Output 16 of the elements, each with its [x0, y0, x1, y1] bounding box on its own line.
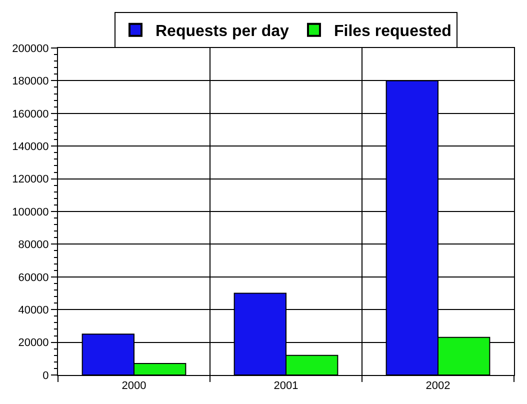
- y-tick-label: 200000: [12, 42, 49, 55]
- x-tick-label: 2001: [274, 380, 298, 392]
- y-tick-label: 100000: [12, 206, 49, 218]
- y-tick-label: 60000: [18, 272, 49, 284]
- y-tick-label: 80000: [18, 239, 49, 252]
- y-tick-label: 180000: [12, 76, 49, 88]
- y-tick-label: 140000: [12, 140, 49, 153]
- x-tick-label: 2000: [122, 380, 146, 392]
- y-tick-label: 120000: [12, 174, 49, 186]
- legend-label: Requests per day: [156, 23, 289, 40]
- y-tick-label: 160000: [12, 108, 49, 120]
- y-tick-label: 20000: [18, 337, 49, 350]
- legend-label: Files requested: [334, 23, 452, 40]
- y-tick-label: 40000: [18, 304, 49, 316]
- x-tick-label: 2002: [426, 380, 450, 392]
- y-tick-label: 0: [42, 370, 49, 382]
